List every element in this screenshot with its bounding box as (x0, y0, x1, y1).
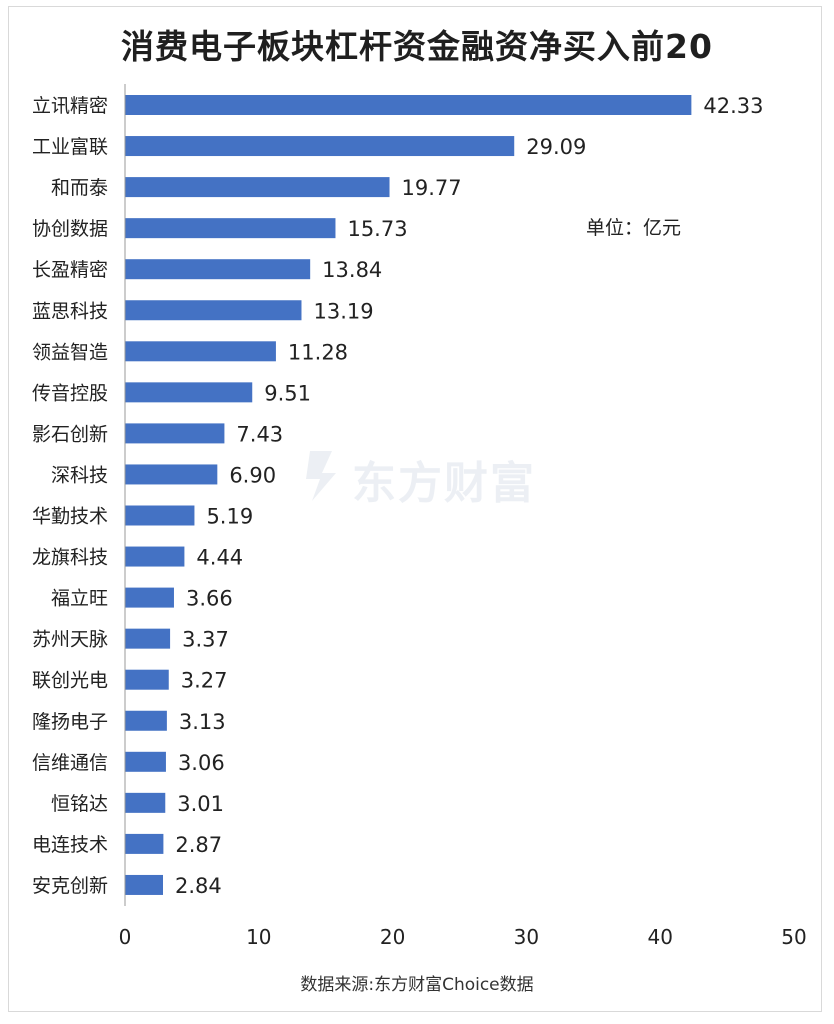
category-label: 安克创新 (32, 875, 108, 897)
category-label: 影石创新 (32, 423, 108, 445)
bar (125, 218, 336, 239)
bar (125, 874, 163, 895)
category-label: 隆扬电子 (32, 711, 108, 733)
category-label: 恒铭达 (51, 793, 108, 815)
watermark-text: 东方财富 (352, 458, 536, 509)
value-label: 2.87 (175, 833, 222, 857)
bar (125, 587, 174, 608)
bar (125, 423, 225, 444)
value-label: 3.27 (181, 669, 228, 693)
bar (125, 710, 167, 731)
value-label: 42.33 (703, 94, 763, 118)
category-label: 龙旗科技 (32, 547, 108, 569)
watermark: 东方财富 (302, 443, 562, 509)
category-label: 立讯精密 (32, 95, 108, 117)
bar (125, 669, 169, 690)
chart-title: 消费电子板块杠杆资金融资净买入前20 (121, 27, 713, 66)
value-label: 5.19 (206, 505, 253, 529)
category-label: 协创数据 (32, 218, 108, 240)
bar (125, 628, 171, 649)
bar (125, 95, 692, 115)
x-tick-label: 20 (380, 925, 405, 949)
x-tick-label: 10 (246, 925, 271, 949)
value-label: 13.19 (313, 299, 373, 323)
bar (125, 382, 253, 403)
value-label: 7.43 (236, 422, 283, 446)
bar (125, 136, 515, 157)
bar (125, 833, 164, 854)
category-label: 信维通信 (32, 752, 108, 774)
bar (125, 464, 218, 485)
bar (125, 177, 390, 198)
x-tick-label: 40 (647, 925, 672, 949)
category-label: 福立旺 (51, 588, 108, 610)
value-label: 3.06 (178, 751, 225, 775)
x-tick-label: 30 (514, 925, 539, 949)
bar (125, 341, 276, 362)
value-label: 29.09 (526, 135, 586, 159)
value-label: 15.73 (347, 217, 407, 241)
source-note: 数据来源:东方财富Choice数据 (300, 975, 534, 995)
watermark-logo-icon (306, 451, 336, 501)
bar (125, 792, 166, 813)
value-label: 3.13 (179, 710, 226, 734)
bar (125, 259, 311, 280)
value-label: 19.77 (402, 176, 462, 200)
value-label: 3.01 (177, 792, 224, 816)
unit-label: 单位：亿元 (586, 217, 682, 239)
category-label: 工业富联 (32, 136, 108, 158)
category-label: 华勤技术 (32, 506, 108, 528)
value-label: 6.90 (229, 463, 276, 487)
category-label: 领益智造 (32, 341, 108, 363)
category-label: 深科技 (51, 464, 108, 486)
category-label: 和而泰 (51, 177, 108, 199)
category-label: 苏州天脉 (32, 629, 108, 651)
category-label: 长盈精密 (32, 259, 108, 281)
value-label: 2.84 (175, 874, 222, 898)
category-label: 蓝思科技 (32, 300, 108, 322)
bar (125, 300, 302, 321)
x-tick-label: 50 (781, 925, 806, 949)
value-label: 11.28 (288, 340, 348, 364)
bar (125, 505, 195, 526)
category-label: 联创光电 (32, 670, 108, 692)
value-label: 3.66 (186, 587, 233, 611)
bar (125, 751, 166, 772)
value-label: 4.44 (196, 546, 243, 570)
category-label: 电连技术 (32, 834, 108, 856)
value-label: 3.37 (182, 628, 229, 652)
bar (125, 546, 185, 567)
value-label: 9.51 (264, 381, 311, 405)
category-label: 传音控股 (32, 382, 108, 404)
x-tick-label: 0 (119, 925, 132, 949)
value-label: 13.84 (322, 258, 382, 282)
